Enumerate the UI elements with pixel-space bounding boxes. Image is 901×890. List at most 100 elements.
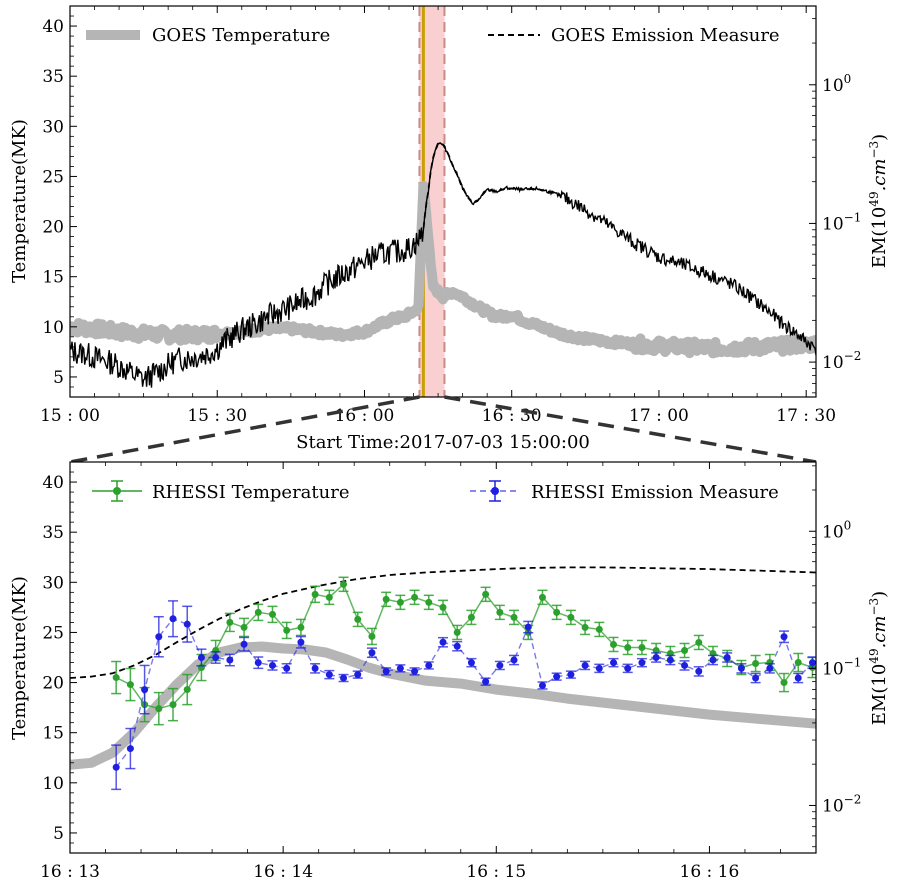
rhessi-temperature-point <box>411 593 419 601</box>
rhessi-em-point <box>496 661 504 669</box>
rhessi-temperature-point <box>425 598 433 606</box>
rhessi-temperature-point <box>311 590 319 598</box>
rhessi-em-point <box>453 642 461 650</box>
rhessi-em-point <box>581 661 589 669</box>
top-ytick-label-left: 40 <box>42 17 64 37</box>
bottom-ytick-label-left: 10 <box>42 774 64 794</box>
rhessi-temperature-point <box>553 608 561 616</box>
rhessi-em-point <box>396 664 404 672</box>
bottom-ytick-label-left: 20 <box>42 674 64 694</box>
legend-swatch-rhessi-em <box>470 480 520 502</box>
rhessi-temperature-point <box>340 580 348 588</box>
bottom-xtick-label: 16 : 14 <box>253 862 313 882</box>
rhessi-em-point <box>681 661 689 669</box>
series-rhessi-temperature <box>111 576 816 726</box>
bottom-xtick-label: 16 : 15 <box>466 862 526 882</box>
series-goes-temperature-bottom <box>70 641 816 770</box>
rhessi-temperature-point <box>695 638 703 646</box>
rhessi-em-point <box>553 673 561 681</box>
rhessi-temperature-point <box>624 643 632 651</box>
top-xtick-label: 15 : 00 <box>40 406 100 426</box>
rhessi-temperature-point <box>510 613 518 621</box>
ytick-label-right: 100 <box>822 518 851 542</box>
rhessi-em-point <box>297 638 305 646</box>
rhessi-temperature-point <box>126 681 134 689</box>
ytick-label-right: 10−1 <box>822 210 861 234</box>
rhessi-temperature-point <box>396 598 404 606</box>
top-ytick-label-left: 25 <box>42 167 64 187</box>
top-xtick-label: 17 : 30 <box>776 406 836 426</box>
rhessi-temperature-point <box>467 613 475 621</box>
ytick-label-right: 10−1 <box>822 655 861 679</box>
rhessi-em-point <box>538 681 546 689</box>
top-xtick-label: 16 : 00 <box>335 406 395 426</box>
top-ytick-label-left: 5 <box>53 368 64 388</box>
rhessi-em-point <box>780 633 788 641</box>
rhessi-temperature-point <box>297 623 305 631</box>
rhessi-em-point <box>311 664 319 672</box>
rhessi-em-point <box>439 638 447 646</box>
rhessi-em-point <box>482 678 490 686</box>
rhessi-em-point <box>325 671 333 679</box>
rhessi-em-point <box>510 656 518 664</box>
rhessi-temperature-point <box>354 615 362 623</box>
top-ylabel-right-exp2: −3 <box>867 141 881 159</box>
rhessi-em-point <box>567 671 575 679</box>
legend-label-goes-em: GOES Emission Measure <box>551 25 780 46</box>
rhessi-em-point <box>624 664 632 672</box>
rhessi-temperature-point <box>325 593 333 601</box>
rhessi-em-point <box>112 763 120 771</box>
rhessi-temperature-point <box>681 646 689 654</box>
rhessi-em-point <box>155 633 163 641</box>
rhessi-temperature-point <box>567 613 575 621</box>
rhessi-temperature-point <box>155 705 163 713</box>
rhessi-em-point <box>524 623 532 631</box>
rhessi-em-point <box>354 671 362 679</box>
rhessi-temperature-point <box>538 593 546 601</box>
rhessi-em-point <box>652 654 660 661</box>
rhessi-temperature-point <box>794 659 802 667</box>
rhessi-temperature-point <box>183 686 191 694</box>
rhessi-em-point <box>268 661 276 669</box>
series-rhessi-em <box>111 600 816 791</box>
rhessi-em-point <box>794 674 802 682</box>
zoom-connector-left <box>69 395 420 464</box>
top-xtick-label: 15 : 30 <box>187 406 247 426</box>
top-axes: 5 10 15 20 25 30 35 40 15 : 00 15 : 30 16 : 00 16 :… <box>40 6 861 426</box>
ytick-label-right: 10−2 <box>822 792 861 816</box>
rhessi-em-point <box>425 661 433 669</box>
rhessi-em-point <box>382 667 390 675</box>
legend-swatch-rhessi-temperature <box>92 480 142 502</box>
rhessi-temperature-point <box>382 595 390 603</box>
rhessi-temperature-point <box>226 618 234 626</box>
rhessi-temperature-point <box>254 608 262 616</box>
rhessi-temperature-point <box>268 610 276 618</box>
rhessi-temperature-point <box>169 701 177 709</box>
bottom-axes: 5 10 15 20 25 30 35 40 16 : 13 16 : 14 16 : 15 16 :… <box>40 462 861 882</box>
rhessi-em-point <box>368 649 376 657</box>
rhessi-em-point <box>752 674 760 682</box>
bottom-plot-area <box>70 462 816 853</box>
rhessi-em-point <box>340 674 348 682</box>
bottom-xtick-label: 16 : 13 <box>40 862 100 882</box>
rhessi-em-point <box>226 656 234 664</box>
rhessi-temperature-point <box>780 679 788 687</box>
rhessi-em-point <box>183 620 191 628</box>
bottom-ylabel-right-end: ) <box>869 591 890 598</box>
rhessi-em-point <box>240 640 248 648</box>
rhessi-em-point <box>695 667 703 675</box>
rhessi-em-point <box>723 654 731 661</box>
bottom-ytick-label-left: 15 <box>42 724 64 744</box>
bottom-ytick-label-left: 35 <box>42 523 64 543</box>
bottom-ytick-label-left: 40 <box>42 473 64 493</box>
bottom-series-layer <box>70 566 816 791</box>
rhessi-em-point <box>467 659 475 667</box>
rhessi-temperature-point <box>368 632 376 640</box>
bottom-ylabel-right: EM(1049.cm−3) <box>867 591 890 725</box>
bottom-ylabel-right-base: EM(10 <box>869 664 890 726</box>
rhessi-temperature-point <box>752 660 760 668</box>
bottom-panel: 5 10 15 20 25 30 35 40 16 : 13 16 : 14 16 : 15 16 :… <box>9 461 890 882</box>
bottom-frame <box>69 461 817 854</box>
rhessi-em-point <box>169 615 177 623</box>
bottom-ylabel-right-mid: .cm <box>869 616 890 649</box>
